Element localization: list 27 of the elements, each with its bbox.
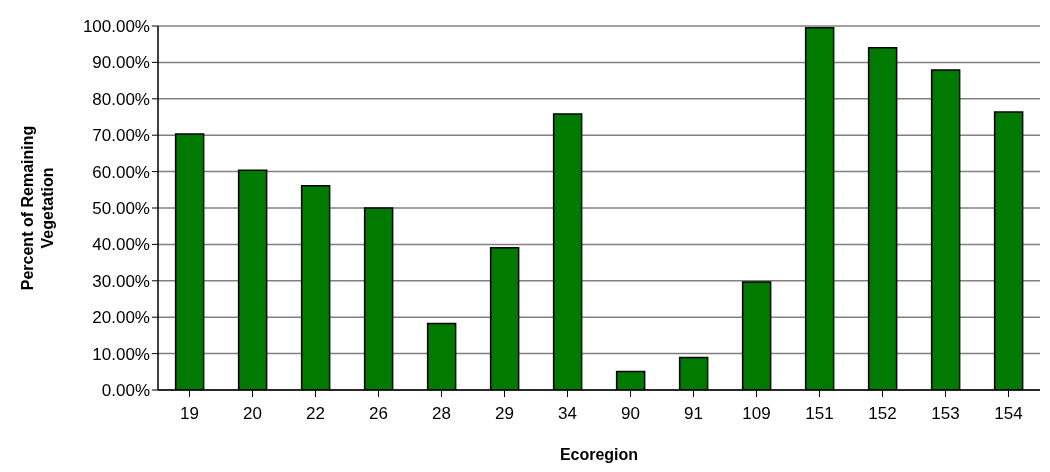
x-tick-label: 152: [868, 404, 897, 424]
y-tick-label: 90.00%: [92, 53, 150, 73]
y-axis-title: Percent of Remaining Vegetation: [19, 125, 56, 291]
x-tick-label: 109: [742, 404, 771, 424]
x-tick-label: 22: [306, 404, 325, 424]
y-tick-label: 20.00%: [92, 308, 150, 328]
y-tick-label: 0.00%: [101, 381, 150, 401]
x-tick-label: 20: [243, 404, 262, 424]
y-tick-label: 80.00%: [92, 89, 150, 109]
x-tick-label: 90: [621, 404, 640, 424]
y-tick-label: 60.00%: [92, 162, 150, 182]
x-tick-label: 154: [994, 404, 1023, 424]
y-tick-label: 50.00%: [92, 199, 150, 219]
x-tick-label: 28: [432, 404, 451, 424]
x-tick-label: 29: [495, 404, 514, 424]
x-tick-label: 19: [180, 404, 199, 424]
y-tick-label: 40.00%: [92, 235, 150, 255]
y-tick-label: 100.00%: [82, 17, 150, 37]
x-tick-label: 34: [558, 404, 577, 424]
x-tick-label: 26: [369, 404, 388, 424]
x-tick-label: 151: [805, 404, 834, 424]
x-tick-label: 153: [931, 404, 960, 424]
y-tick-label: 30.00%: [92, 271, 150, 291]
y-tick-label: 70.00%: [92, 126, 150, 146]
y-tick-label: 10.00%: [92, 344, 150, 364]
x-tick-label: 91: [684, 404, 703, 424]
x-axis-title: Ecoregion: [559, 446, 639, 463]
